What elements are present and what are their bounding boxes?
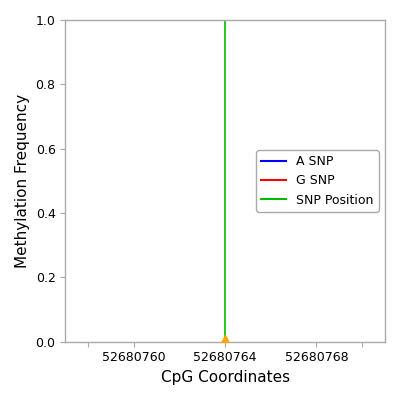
- X-axis label: CpG Coordinates: CpG Coordinates: [160, 370, 290, 385]
- Y-axis label: Methylation Frequency: Methylation Frequency: [15, 94, 30, 268]
- Legend: A SNP, G SNP, SNP Position: A SNP, G SNP, SNP Position: [256, 150, 379, 212]
